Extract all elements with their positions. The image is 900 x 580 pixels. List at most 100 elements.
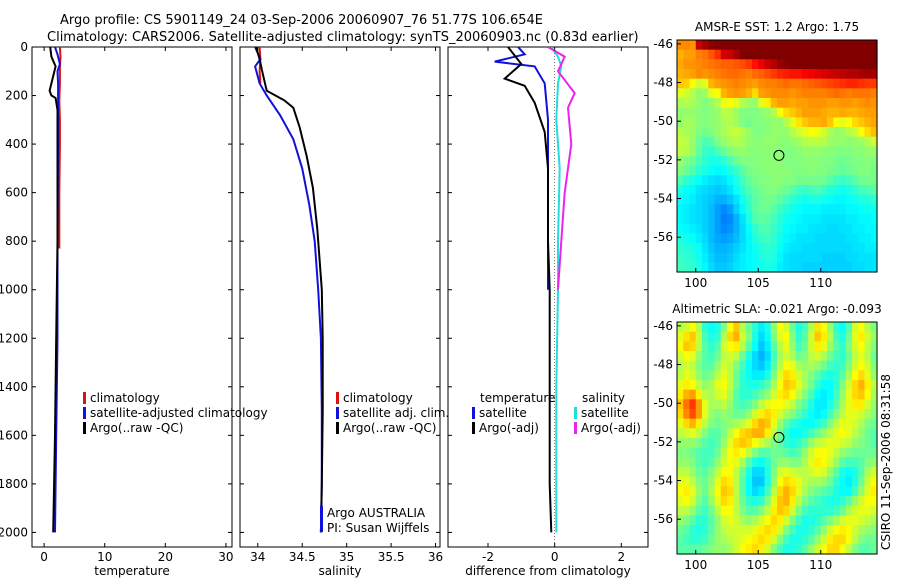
heatmap-cell <box>677 69 684 80</box>
heatmap-cell <box>677 515 684 526</box>
heatmap-cell <box>783 78 791 89</box>
heatmap-cell <box>683 380 691 391</box>
heatmap-cell <box>777 59 784 70</box>
heatmap-cell <box>733 252 741 263</box>
heatmap-cell <box>845 40 853 51</box>
heatmap-cell <box>752 389 759 400</box>
heatmap-cell <box>827 214 834 225</box>
heatmap-cell <box>758 204 766 215</box>
heatmap-cell <box>752 88 759 99</box>
heatmap-cell <box>820 223 828 234</box>
heatmap-cell <box>720 505 728 516</box>
heatmap-cell <box>858 467 866 478</box>
heatmap-cell <box>764 341 772 352</box>
heatmap-cell <box>745 185 753 196</box>
heatmap-cell <box>714 409 722 420</box>
heatmap-cell <box>758 389 766 400</box>
heatmap-cell <box>820 496 828 507</box>
heatmap-cell <box>827 428 834 439</box>
heatmap-cell <box>727 156 734 167</box>
heatmap-cell <box>752 351 759 362</box>
heatmap-cell <box>727 214 734 225</box>
heatmap-cell <box>783 127 791 138</box>
heatmap-cell <box>845 156 853 167</box>
heatmap-cell <box>752 486 759 497</box>
heatmap-cell <box>727 476 734 487</box>
series-line-blue <box>54 47 61 533</box>
heatmap-cell <box>777 476 784 487</box>
heatmap-cell <box>795 360 803 371</box>
heatmap-cell <box>727 107 734 118</box>
footer-stamp: CSIRO 11-Sep-2006 08:31:58 <box>879 374 893 550</box>
heatmap-cell <box>864 389 872 400</box>
heatmap-cell <box>808 467 816 478</box>
heatmap-cell <box>870 534 878 545</box>
heatmap-cell <box>870 233 878 244</box>
heatmap-cell <box>839 214 847 225</box>
heatmap-cell <box>739 476 747 487</box>
heatmap-cell <box>789 544 797 555</box>
heatmap-cell <box>858 204 866 215</box>
heatmap-cell <box>758 233 766 244</box>
heatmap-cell <box>783 486 791 497</box>
heatmap-cell <box>689 505 697 516</box>
heatmap-cell <box>714 476 722 487</box>
heatmap-cell <box>702 457 709 468</box>
heatmap-cell <box>745 389 753 400</box>
heatmap-cell <box>727 175 734 186</box>
heatmap-cell <box>777 467 784 478</box>
heatmap-cell <box>720 380 728 391</box>
heatmap-cell <box>708 534 716 545</box>
heatmap-cell <box>770 194 778 205</box>
heatmap-cell <box>714 117 722 128</box>
heatmap-cell <box>845 69 853 80</box>
heatmap-cell <box>702 486 709 497</box>
heatmap-cell <box>683 233 691 244</box>
heatmap-cell <box>695 40 703 51</box>
heatmap-cell <box>845 505 853 516</box>
heatmap-cell <box>814 370 822 381</box>
heatmap-cell <box>827 505 834 516</box>
heatmap-cell <box>795 78 803 89</box>
heatmap-cell <box>758 418 766 429</box>
heatmap-cell <box>864 496 872 507</box>
heatmap-cell <box>714 447 722 458</box>
heatmap-cell <box>858 127 866 138</box>
heatmap-cell <box>858 223 866 234</box>
heatmap-cell <box>839 438 847 449</box>
heatmap-cell <box>752 146 759 157</box>
heatmap-cell <box>795 438 803 449</box>
heatmap-cell <box>839 252 847 263</box>
heatmap-cell <box>733 476 741 487</box>
heatmap-cell <box>833 214 841 225</box>
heatmap-cell <box>864 185 872 196</box>
heatmap-cell <box>783 88 791 99</box>
x-tick-label: 34.5 <box>289 550 316 564</box>
heatmap-cell <box>833 98 841 109</box>
heatmap-cell <box>720 127 728 138</box>
heatmap-cell <box>770 505 778 516</box>
y-tick-label: 1400 <box>0 380 28 394</box>
heatmap-cell <box>695 351 703 362</box>
heatmap-cell <box>733 515 741 526</box>
heatmap-cell <box>820 117 828 128</box>
heatmap-cell <box>795 233 803 244</box>
heatmap-cell <box>708 428 716 439</box>
heatmap-cell <box>827 117 834 128</box>
heatmap-cell <box>714 49 722 60</box>
heatmap-cell <box>764 370 772 381</box>
heatmap-cell <box>695 204 703 215</box>
heatmap-cell <box>764 331 772 342</box>
heatmap-cell <box>764 544 772 555</box>
heatmap-cell <box>870 496 878 507</box>
heatmap-cell <box>777 117 784 128</box>
heatmap-cell <box>802 496 809 507</box>
heatmap-cell <box>852 544 859 555</box>
heatmap-cell <box>745 447 753 458</box>
heatmap-cell <box>783 146 791 157</box>
heatmap-cell <box>714 380 722 391</box>
heatmap-cell <box>752 59 759 70</box>
heatmap-cell <box>777 341 784 352</box>
heatmap-cell <box>727 117 734 128</box>
heatmap-cell <box>845 486 853 497</box>
